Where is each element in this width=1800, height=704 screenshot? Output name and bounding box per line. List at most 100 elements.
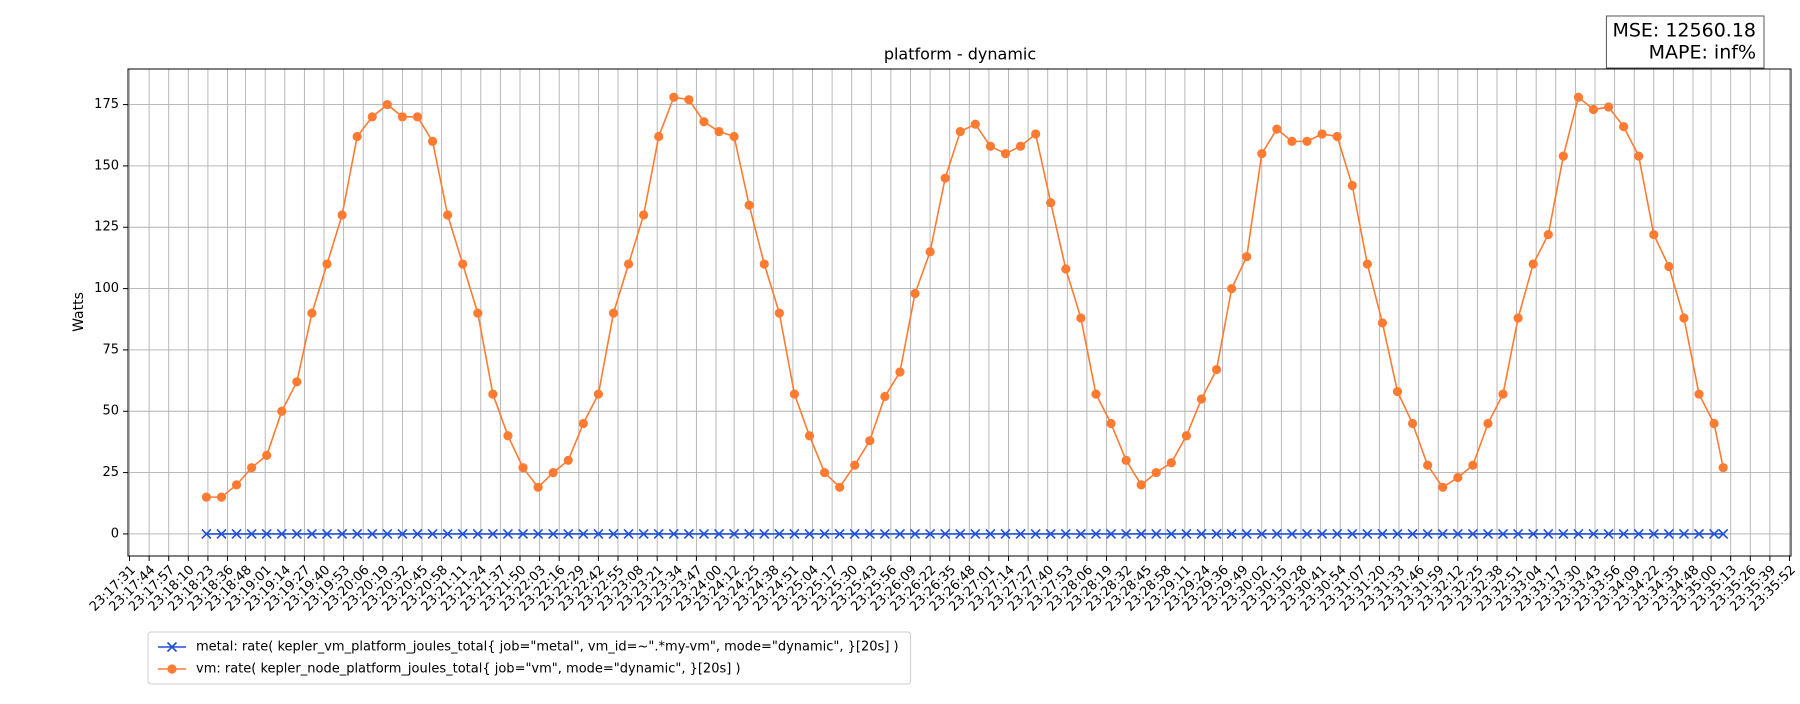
marker-x: [502, 528, 514, 539]
marker-x: [397, 528, 408, 539]
marker-x: [879, 528, 890, 539]
marker-dot: [1709, 418, 1719, 429]
marker-dot: [759, 259, 769, 269]
marker-dot: [1227, 283, 1237, 294]
marker-x: [1588, 528, 1599, 539]
marker-dot: [608, 308, 619, 318]
y-tick-label: 100: [94, 281, 119, 296]
marker-x: [1090, 528, 1102, 539]
legend-label: metal: rate( kepler_vm_platform_joules_t…: [196, 640, 899, 655]
marker-x: [1693, 528, 1705, 539]
marker-dot: [1106, 418, 1116, 429]
marker-dot: [382, 99, 392, 110]
marker-x: [1437, 528, 1448, 539]
marker-dot: [167, 664, 177, 674]
marker-dot: [322, 259, 332, 269]
marker-dot: [865, 436, 875, 446]
marker-dot: [910, 288, 920, 299]
marker-dot: [337, 210, 347, 220]
marker-x: [1121, 528, 1132, 539]
marker-dot: [1634, 151, 1644, 161]
marker-dot: [1211, 364, 1222, 375]
marker-dot: [1588, 104, 1599, 115]
marker-dot: [1718, 463, 1728, 473]
marker-x: [352, 528, 363, 539]
marker-x: [1256, 528, 1267, 539]
marker-dot: [1332, 131, 1342, 142]
marker-dot: [1121, 455, 1131, 465]
marker-x: [1211, 528, 1222, 539]
marker-dot: [593, 389, 604, 399]
y-tick-label: 0: [111, 526, 119, 541]
marker-x: [1573, 528, 1584, 539]
marker-dot: [1664, 261, 1674, 272]
marker-x: [1543, 528, 1554, 539]
marker-x: [1045, 528, 1056, 539]
marker-dot: [1181, 431, 1192, 441]
marker-x: [1136, 528, 1147, 539]
marker-x: [759, 528, 770, 539]
marker-x: [1709, 528, 1720, 539]
legend-label: vm: rate( kepler_node_platform_joules_to…: [196, 662, 741, 677]
marker-dot: [669, 92, 679, 102]
marker-dot: [427, 136, 438, 146]
marker-dot: [1015, 141, 1026, 151]
marker-x: [1513, 528, 1524, 539]
marker-x: [1286, 528, 1298, 539]
marker-dot: [880, 391, 890, 402]
marker-dot: [1317, 129, 1327, 139]
y-tick-label: 175: [94, 97, 119, 112]
marker-dot: [548, 467, 558, 478]
marker-x: [1075, 528, 1086, 539]
marker-x: [970, 528, 981, 539]
marker-dot: [850, 460, 860, 470]
marker-dot: [1347, 180, 1357, 191]
marker-x: [713, 528, 725, 539]
marker-dot: [1603, 102, 1614, 112]
marker-dot: [262, 450, 272, 461]
marker-x: [231, 528, 242, 539]
marker-dot: [1528, 259, 1538, 269]
marker-dot: [201, 492, 212, 502]
marker-dot: [1377, 318, 1388, 328]
marker-x: [1015, 528, 1026, 539]
marker-dot: [1166, 458, 1176, 468]
marker-x: [925, 528, 936, 539]
marker-dot: [578, 418, 588, 429]
marker-x: [804, 528, 815, 539]
marker-x: [367, 528, 378, 539]
marker-dot: [774, 308, 784, 318]
marker-dot: [307, 308, 317, 318]
y-axis-label: Watts: [71, 292, 87, 332]
marker-x: [1618, 528, 1629, 539]
marker-dot: [819, 467, 830, 478]
marker-dot: [533, 482, 543, 492]
marker-dot: [292, 377, 302, 387]
marker-x: [457, 528, 468, 539]
marker-x: [834, 528, 845, 539]
marker-x: [337, 528, 348, 539]
marker-x: [1166, 528, 1177, 539]
marker-dot: [412, 112, 423, 122]
marker-dot: [970, 119, 980, 129]
marker-dot: [1272, 124, 1282, 134]
marker-x: [246, 528, 257, 539]
marker-x: [166, 641, 178, 653]
marker-dot: [563, 455, 573, 465]
marker-dot: [397, 112, 408, 122]
marker-x: [1603, 528, 1614, 539]
marker-x: [1030, 528, 1041, 539]
marker-x: [653, 528, 664, 539]
marker-x: [1467, 528, 1478, 539]
marker-x: [1332, 528, 1343, 539]
marker-dot: [639, 210, 649, 220]
chart-title: platform - dynamic: [884, 45, 1036, 64]
marker-dot: [1407, 418, 1418, 429]
marker-dot: [443, 210, 453, 220]
marker-dot: [1453, 472, 1463, 483]
marker-dot: [1061, 264, 1071, 274]
marker-dot: [744, 200, 754, 210]
marker-dot: [714, 126, 724, 137]
marker-dot: [1392, 387, 1403, 397]
marker-dot: [352, 131, 362, 142]
